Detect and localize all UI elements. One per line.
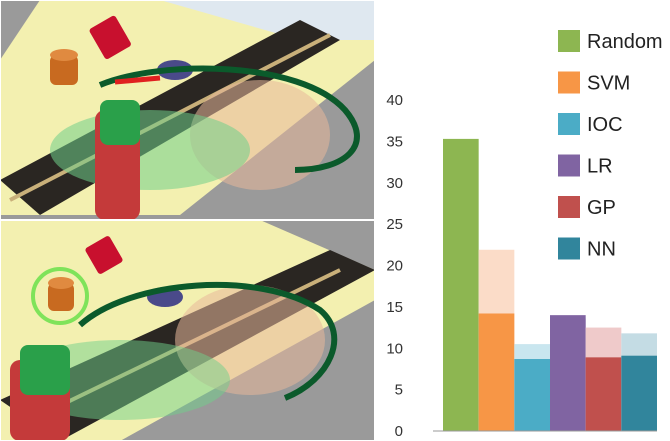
legend-label-gp: GP: [587, 197, 616, 219]
legend-swatch-svm: [558, 71, 580, 94]
y-tick-label: 15: [386, 299, 403, 316]
y-tick-label: 25: [386, 216, 403, 233]
y-tick-label: 0: [395, 423, 403, 440]
y-tick-label: 40: [386, 92, 403, 109]
bars-group: [443, 138, 657, 431]
legend-label-random: Random: [587, 31, 663, 53]
legend-label-lr: LR: [587, 156, 613, 178]
legend-swatch-gp: [558, 196, 580, 218]
bar-ioc: [514, 359, 550, 431]
y-tick-label: 10: [386, 340, 403, 357]
legend-swatch-lr: [558, 154, 580, 177]
error-bar-chart: 0 5 10 15 20 25 30 35 40 Random SVM IOC LR GP NN: [386, 30, 663, 440]
y-tick-label: 35: [386, 133, 403, 150]
legend: Random SVM IOC LR GP NN: [558, 30, 663, 261]
legend-label-svm: SVM: [587, 73, 630, 95]
legend-swatch-nn: [558, 237, 580, 260]
robot-scene-illustration: [0, 0, 375, 441]
legend-label-ioc: IOC: [587, 114, 623, 136]
bar-random: [443, 138, 479, 431]
y-tick-label: 20: [386, 258, 403, 275]
bar-svm: [478, 313, 515, 431]
bar-nn: [621, 355, 657, 431]
legend-label-nn: NN: [587, 239, 616, 261]
y-tick-label: 30: [386, 175, 403, 192]
y-axis: 0 5 10 15 20 25 30 35 40: [386, 92, 403, 440]
legend-swatch-random: [558, 30, 580, 52]
robot-arm-trajectory-top: [0, 0, 375, 221]
robot-arm-trajectory-bottom: [0, 219, 375, 441]
legend-swatch-ioc: [558, 113, 580, 135]
bar-gp: [585, 357, 622, 431]
bar-lr: [550, 315, 586, 431]
y-tick-label: 5: [395, 382, 403, 399]
